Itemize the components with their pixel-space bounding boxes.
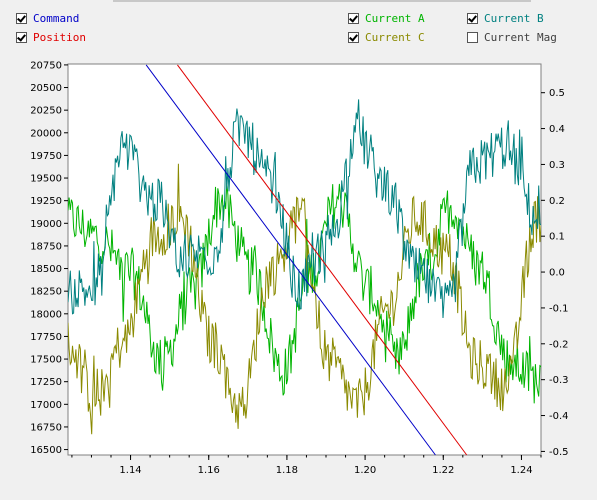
y-tick-label: 16500 xyxy=(30,445,62,456)
y-tick-label: 18500 xyxy=(30,264,62,275)
checkbox-current-mag[interactable]: Current Mag xyxy=(467,30,557,44)
checkbox-current-b[interactable]: Current B xyxy=(467,11,544,25)
y2-tick-label: -0.1 xyxy=(549,303,569,314)
checkbox-current-mag-box[interactable] xyxy=(467,31,478,43)
y-tick-label: 20500 xyxy=(30,83,62,94)
y2-tick-label: -0.2 xyxy=(549,339,569,350)
y2-tick-label: 0.4 xyxy=(549,124,565,135)
series-current-c-line xyxy=(68,163,541,435)
x-tick-label: 1.18 xyxy=(276,465,298,476)
checkbox-command[interactable]: Command xyxy=(16,11,79,25)
series-position-line xyxy=(177,64,468,456)
checkbox-position[interactable]: Position xyxy=(16,30,86,44)
y-tick-label: 16750 xyxy=(30,422,62,433)
x-tick-label: 1.14 xyxy=(119,465,141,476)
checkbox-current-c-box[interactable] xyxy=(348,31,359,43)
y-tick-label: 18250 xyxy=(30,287,62,298)
y-tick-label: 17250 xyxy=(30,377,62,388)
checkbox-current-c-label: Current C xyxy=(365,30,425,44)
checkbox-position-label: Position xyxy=(33,30,86,44)
y2-tick-label: 0.2 xyxy=(549,196,565,207)
x-tick-label: 1.20 xyxy=(354,465,376,476)
y-tick-label: 17750 xyxy=(30,332,62,343)
checkbox-command-box[interactable] xyxy=(16,12,27,24)
y-tick-label: 19500 xyxy=(30,174,62,185)
checkbox-current-a-label: Current A xyxy=(365,11,425,25)
checkbox-current-b-box[interactable] xyxy=(467,12,478,24)
y2-tick-label: -0.5 xyxy=(549,447,569,458)
checkbox-current-a-box[interactable] xyxy=(348,12,359,24)
x-tick-label: 1.22 xyxy=(432,465,454,476)
x-tick-label: 1.16 xyxy=(198,465,220,476)
y-tick-label: 19000 xyxy=(30,219,62,230)
checkbox-current-a[interactable]: Current A xyxy=(348,11,425,25)
series-command-line xyxy=(145,64,436,456)
plot-area xyxy=(67,63,542,456)
y-tick-label: 18000 xyxy=(30,309,62,320)
y-tick-label: 19750 xyxy=(30,151,62,162)
y2-tick-label: -0.4 xyxy=(549,411,569,422)
top-divider xyxy=(113,0,531,2)
y-tick-label: 20000 xyxy=(30,128,62,139)
checkbox-position-box[interactable] xyxy=(16,31,27,43)
checkbox-current-c[interactable]: Current C xyxy=(348,30,425,44)
series-current-b-line xyxy=(68,99,541,319)
y2-tick-label: 0.3 xyxy=(549,160,565,171)
y-tick-label: 20750 xyxy=(30,60,62,71)
y2-tick-label: 0.1 xyxy=(549,232,565,243)
y2-tick-label: 0.5 xyxy=(549,88,565,99)
y-tick-label: 17000 xyxy=(30,400,62,411)
x-tick-label: 1.24 xyxy=(510,465,532,476)
checkbox-current-b-label: Current B xyxy=(484,11,544,25)
y-tick-label: 18750 xyxy=(30,241,62,252)
y2-tick-label: 0.0 xyxy=(549,268,565,279)
y-tick-label: 19250 xyxy=(30,196,62,207)
checkbox-current-mag-label: Current Mag xyxy=(484,30,557,44)
checkbox-command-label: Command xyxy=(33,11,80,25)
y2-tick-label: -0.3 xyxy=(549,375,569,386)
y-tick-label: 20250 xyxy=(30,106,62,117)
y-tick-label: 17500 xyxy=(30,355,62,366)
